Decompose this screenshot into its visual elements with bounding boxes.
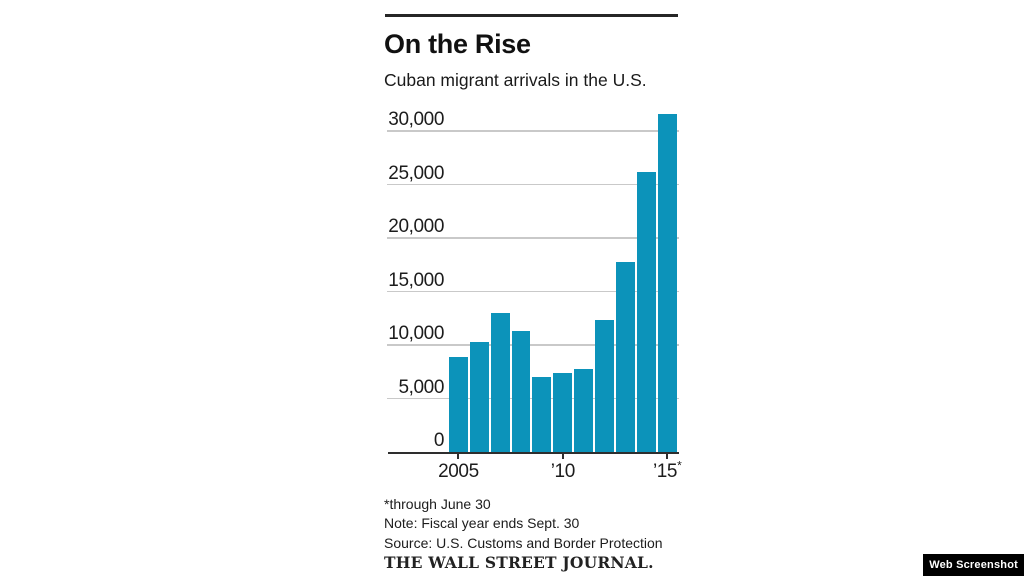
gridline-15000 <box>387 290 679 293</box>
x-axis-tick-2010 <box>561 454 564 460</box>
footnote-asterisk: *through June 30 <box>384 496 491 512</box>
y-axis-label-15000: 15,000 <box>388 269 444 291</box>
chart-footnotes: *through June 30 Note: Fiscal year ends … <box>384 495 663 553</box>
bar-2006 <box>469 341 489 452</box>
gridline-30000 <box>387 130 679 132</box>
footnote-note: Note: Fiscal year ends Sept. 30 <box>384 515 580 532</box>
bar-2010 <box>553 372 573 452</box>
bar-2013 <box>615 261 635 452</box>
bar-2011 <box>574 368 594 452</box>
gridline-10000 <box>387 344 679 346</box>
chart-top-rule <box>385 14 678 17</box>
x-axis-line <box>388 452 679 455</box>
x-axis-label-2010: ’10 <box>550 461 576 483</box>
bar-2015 <box>657 113 677 452</box>
bar-2012 <box>595 320 614 452</box>
y-axis-label-20000: 20,000 <box>388 216 444 237</box>
y-axis-label-30000: 30,000 <box>388 109 444 130</box>
gridline-25000 <box>387 183 679 186</box>
bar-2014 <box>636 171 656 452</box>
x-axis-tick-2015 <box>666 454 669 460</box>
x-axis-label-2005: 2005 <box>438 461 479 483</box>
footnote-marker: * <box>677 458 682 473</box>
y-axis-label-10000: 10,000 <box>388 323 444 344</box>
bar-2009 <box>532 377 552 452</box>
y-axis-label-5000: 5,000 <box>398 376 444 398</box>
web-screenshot-badge: Web Screenshot <box>923 554 1024 576</box>
bar-2005 <box>449 356 468 452</box>
bar-2007 <box>490 312 510 452</box>
footnote-source: Source: U.S. Customs and Border Protecti… <box>384 534 663 551</box>
y-axis-label-25000: 25,000 <box>388 162 444 184</box>
bar-2008 <box>511 331 531 452</box>
x-axis-label-2015: ’15* <box>652 458 682 483</box>
gridline-20000 <box>387 237 679 239</box>
chart-title: On the Rise <box>384 29 531 59</box>
chart-subtitle: Cuban migrant arrivals in the U.S. <box>384 70 647 90</box>
y-axis-label-0: 0 <box>433 430 445 451</box>
publisher-logotype: THE WALL STREET JOURNAL. <box>384 553 654 572</box>
x-axis-tick-2005 <box>457 454 460 460</box>
